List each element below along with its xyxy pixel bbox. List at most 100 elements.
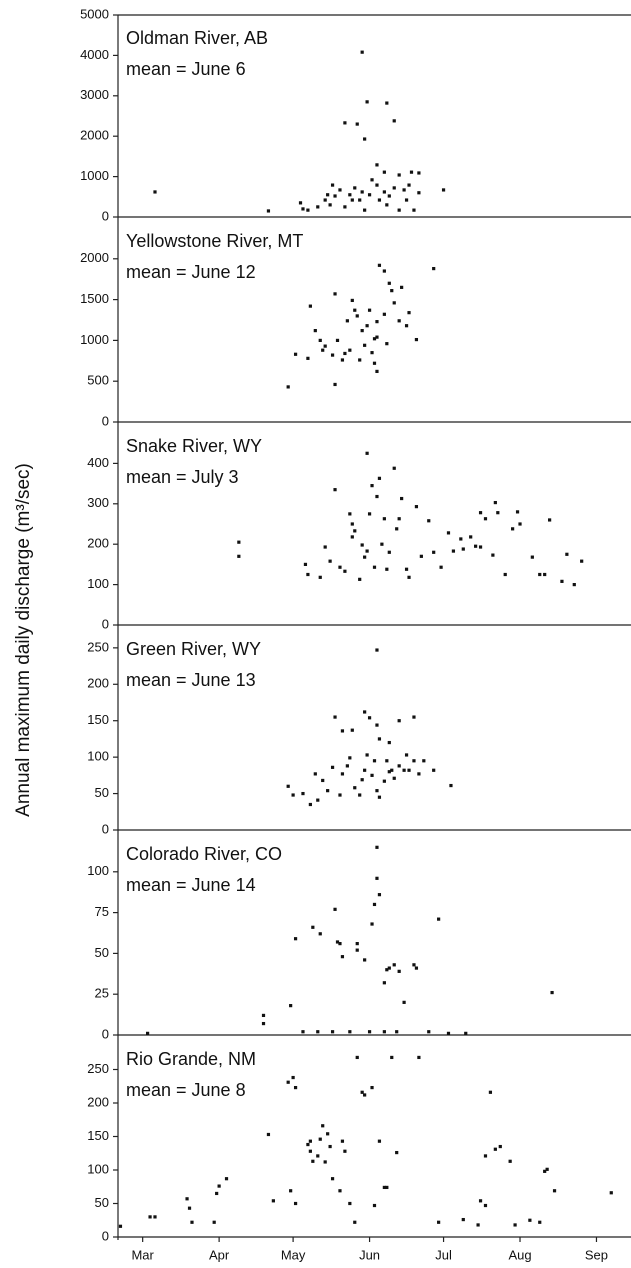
data-point	[118, 1224, 123, 1228]
data-point	[350, 298, 354, 303]
y-tick-label: 250	[87, 639, 109, 654]
data-point	[476, 1223, 480, 1227]
data-point	[414, 966, 419, 970]
data-point	[395, 527, 399, 531]
panel-subtitle: mean = June 14	[126, 875, 256, 895]
data-point	[363, 768, 367, 772]
y-tick-label: 3000	[80, 87, 109, 102]
panel-subtitle: mean = June 6	[126, 59, 246, 79]
data-point	[387, 281, 391, 285]
data-point	[261, 1021, 266, 1026]
data-point	[422, 759, 426, 763]
data-point	[375, 369, 379, 374]
data-point	[370, 484, 374, 488]
data-point	[343, 351, 347, 356]
data-point	[190, 1220, 194, 1224]
data-point	[400, 285, 404, 289]
data-point	[404, 567, 409, 571]
data-point	[404, 198, 409, 202]
data-point	[353, 308, 357, 312]
data-point	[427, 519, 431, 523]
data-point	[355, 1055, 359, 1060]
panel-subtitle: mean = June 12	[126, 262, 256, 282]
data-point	[328, 203, 332, 207]
x-tick-label: Jun	[359, 1247, 380, 1262]
data-point	[419, 554, 423, 558]
data-point	[439, 565, 443, 569]
data-point	[333, 194, 337, 198]
data-point	[318, 338, 322, 342]
y-tick-label: 0	[102, 1026, 109, 1041]
data-point	[417, 772, 421, 776]
data-point	[377, 795, 382, 799]
data-point	[538, 572, 542, 577]
data-point	[318, 575, 322, 579]
data-point	[153, 190, 157, 194]
data-point	[348, 756, 352, 760]
data-point	[375, 789, 379, 793]
panel-title: Colorado River, CO	[126, 844, 282, 864]
panel-title: Green River, WY	[126, 639, 261, 659]
data-point	[385, 759, 389, 763]
data-point	[311, 1159, 315, 1163]
x-tick-label: Mar	[131, 1247, 154, 1262]
data-point	[392, 776, 396, 780]
data-point	[459, 537, 463, 541]
data-point	[350, 522, 354, 526]
y-tick-label: 500	[87, 373, 109, 388]
data-point	[358, 577, 362, 581]
data-point	[293, 1201, 298, 1206]
data-point	[412, 963, 416, 967]
data-point	[301, 1030, 305, 1034]
data-point	[538, 1220, 542, 1224]
data-point	[333, 382, 337, 387]
data-point	[291, 793, 295, 797]
x-tick-label: Sep	[585, 1247, 608, 1262]
data-point	[404, 753, 409, 757]
data-point	[491, 553, 495, 557]
data-point	[340, 358, 345, 362]
data-point	[375, 320, 379, 324]
data-point	[326, 1132, 330, 1136]
data-point	[330, 1030, 335, 1034]
data-point	[340, 772, 345, 776]
data-point	[409, 170, 414, 174]
y-tick-label: 4000	[80, 47, 109, 62]
data-point	[345, 764, 349, 768]
data-point	[338, 1189, 342, 1193]
data-point	[185, 1197, 189, 1201]
data-point	[289, 1004, 293, 1008]
data-point	[350, 535, 354, 539]
data-point	[355, 942, 359, 946]
data-point	[397, 764, 401, 768]
data-point	[308, 1139, 312, 1143]
data-point	[402, 768, 406, 772]
y-tick-label: 250	[87, 1061, 109, 1076]
y-tick-label: 100	[87, 1161, 109, 1176]
data-point	[404, 324, 409, 328]
data-point	[323, 344, 327, 348]
data-point	[503, 572, 507, 577]
data-point	[392, 466, 396, 470]
data-point	[306, 356, 310, 360]
data-point	[432, 768, 436, 772]
y-tick-label: 200	[87, 1094, 109, 1109]
data-point	[397, 173, 401, 177]
data-point	[363, 555, 367, 559]
panel-title: Yellowstone River, MT	[126, 231, 303, 251]
data-point	[343, 205, 347, 209]
data-point	[321, 778, 325, 783]
data-point	[363, 958, 367, 962]
data-point	[360, 1090, 364, 1094]
data-point	[372, 361, 377, 365]
data-point	[340, 955, 345, 959]
data-point	[330, 183, 335, 187]
data-point	[293, 937, 298, 941]
data-point	[348, 1201, 352, 1206]
panel-title: Snake River, WY	[126, 436, 262, 456]
data-point	[328, 559, 332, 563]
data-point	[402, 188, 406, 192]
data-point	[377, 737, 382, 741]
data-point	[353, 786, 357, 790]
data-point	[318, 932, 322, 936]
